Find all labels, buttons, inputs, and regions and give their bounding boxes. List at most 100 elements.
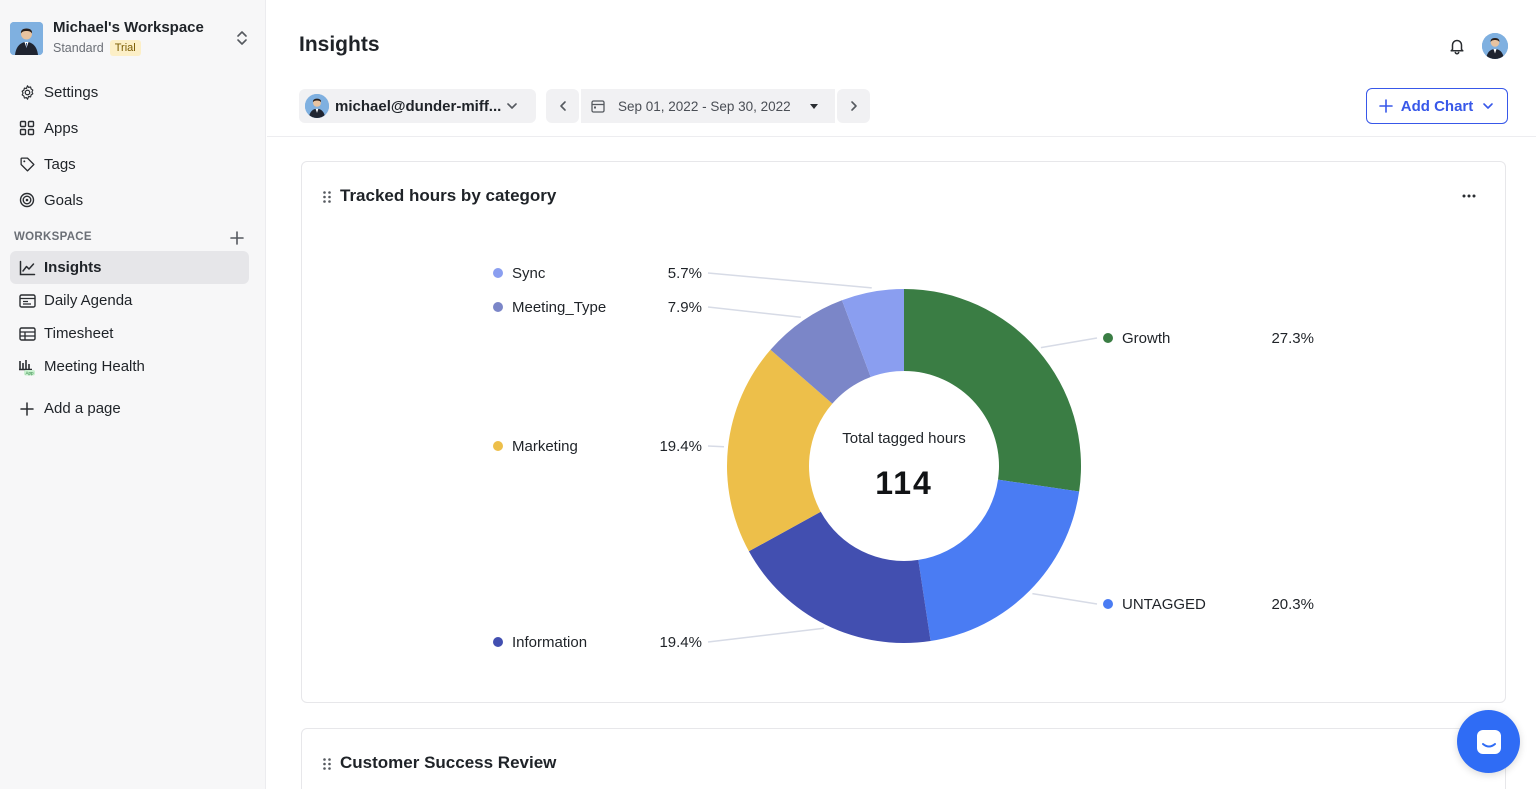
add-page-button[interactable]: Add a page [10, 392, 249, 425]
leader-line [707, 445, 725, 448]
legend-label: UNTAGGED [1122, 596, 1206, 613]
data-label: 27.3% [1271, 330, 1314, 347]
leader-line [707, 627, 824, 643]
sidebar-item-insights[interactable]: Insights [10, 251, 249, 284]
donut-center-value: 114 [875, 465, 933, 501]
donut-slice-marketing[interactable] [727, 349, 833, 552]
leader-line [1040, 337, 1098, 349]
grid-icon [18, 119, 36, 137]
bar-chart-app-icon: App [18, 358, 36, 376]
data-label: 19.4% [659, 438, 702, 455]
user-filter-email: michael@dunder-miff... [335, 97, 502, 115]
sidebar-item-label: Settings [44, 83, 99, 101]
legend-dot [1103, 599, 1113, 609]
user-filter-avatar [305, 94, 329, 118]
calendar-icon [591, 100, 605, 113]
toolbar-divider [267, 136, 1536, 137]
sidebar-workspace-nav: Insights Daily Agenda Timesheet App Meet… [10, 251, 249, 383]
donut-center-label: Total tagged hours [842, 430, 965, 447]
date-range-control: Sep 01, 2022 - Sep 30, 2022 [546, 89, 870, 123]
main-content: Insights michael@dunder-miff.. [267, 0, 1536, 789]
leader-line [707, 272, 872, 289]
add-chart-label: Add Chart [1400, 97, 1474, 115]
leader-line [707, 306, 801, 319]
sidebar-item-label: Meeting Health [44, 358, 145, 375]
bell-icon[interactable] [1448, 37, 1466, 55]
previous-period-button[interactable] [546, 89, 579, 123]
workspace-section-label: WORKSPACE [14, 231, 92, 243]
donut-slice-untagged[interactable] [918, 479, 1080, 641]
next-period-button[interactable] [837, 89, 870, 123]
table-icon [18, 325, 36, 343]
add-page-label: Add a page [44, 400, 121, 417]
chat-icon [1476, 729, 1501, 754]
sidebar-item-label: Daily Agenda [44, 292, 133, 309]
legend-dot [493, 637, 503, 647]
drag-handle-icon[interactable] [322, 757, 332, 771]
gear-icon [18, 83, 36, 101]
chevron-left-icon [559, 101, 566, 111]
trial-badge: Trial [109, 40, 141, 56]
data-label: 20.3% [1271, 596, 1314, 613]
donut-slice-growth[interactable] [904, 289, 1081, 492]
sidebar-item-settings[interactable]: Settings [10, 74, 249, 110]
donut-chart: Growth 27.3% UNTAGGED 20.3% Information 19.4%… [493, 265, 1314, 651]
chart-line-icon [18, 259, 36, 277]
user-filter-select[interactable]: michael@dunder-miff... [299, 89, 536, 123]
sidebar-item-label: Apps [44, 119, 79, 137]
page-title: Insights [299, 33, 380, 56]
add-page-item[interactable]: Add a page [10, 392, 249, 425]
workspace-name: Michael's Workspace [53, 19, 204, 36]
data-label: 19.4% [659, 634, 702, 651]
chart-title: Tracked hours by category [340, 186, 557, 205]
plus-icon [18, 400, 36, 418]
sidebar-item-label: Timesheet [44, 325, 114, 342]
sidebar-item-label: Tags [44, 155, 76, 173]
target-icon [18, 191, 36, 209]
tag-icon [18, 155, 36, 173]
legend-dot [1103, 333, 1113, 343]
legend-label: Growth [1122, 330, 1170, 347]
chevron-up-down-icon[interactable] [234, 28, 250, 48]
donut-slice-sync[interactable] [841, 289, 904, 378]
data-label: 5.7% [668, 265, 702, 282]
data-label: 7.9% [668, 299, 702, 316]
legend-label: Information [512, 634, 587, 651]
sidebar-item-label: Goals [44, 191, 84, 209]
workspace-switcher[interactable]: Michael's Workspace Standard Trial [10, 18, 256, 58]
sidebar-item-tags[interactable]: Tags [10, 146, 249, 182]
date-range-picker[interactable]: Sep 01, 2022 - Sep 30, 2022 [581, 89, 835, 123]
sidebar-item-meeting-health[interactable]: App Meeting Health [10, 350, 249, 383]
sidebar-item-daily-agenda[interactable]: Daily Agenda [10, 284, 249, 317]
legend-label: Sync [512, 265, 546, 282]
chevron-down-icon [507, 103, 517, 109]
legend-dot [493, 441, 503, 451]
chevron-down-icon [1483, 103, 1494, 109]
chart-title: Customer Success Review [340, 753, 557, 772]
toolbar: michael@dunder-miff... Sep 01, 2022 - Se… [299, 89, 870, 123]
user-avatar[interactable] [1482, 33, 1508, 59]
caret-down-icon [809, 104, 818, 109]
drag-handle-icon[interactable] [322, 190, 332, 204]
add-workspace-page-plus-icon[interactable] [228, 229, 246, 247]
workspace-avatar [10, 21, 43, 55]
sidebar-item-goals[interactable]: Goals [10, 182, 249, 218]
chevron-right-icon [850, 101, 857, 111]
sidebar-item-apps[interactable]: Apps [10, 110, 249, 146]
leader-line [1032, 592, 1098, 605]
sidebar: Michael's Workspace Standard Trial Setti… [0, 0, 266, 789]
donut-slice-information[interactable] [748, 511, 931, 643]
more-options-icon[interactable] [1458, 186, 1480, 206]
chat-support-button[interactable] [1457, 710, 1520, 773]
donut-slice-meeting-type[interactable] [770, 300, 871, 404]
plan-label: Standard [53, 41, 104, 55]
legend-dot [493, 268, 503, 278]
add-chart-button[interactable]: Add Chart [1366, 88, 1508, 124]
sidebar-top-nav: Settings Apps Tags Goals [10, 74, 249, 218]
workspace-plan: Standard Trial [53, 39, 204, 57]
legend-label: Meeting_Type [512, 299, 606, 316]
date-range-text: Sep 01, 2022 - Sep 30, 2022 [618, 98, 791, 114]
sidebar-item-timesheet[interactable]: Timesheet [10, 317, 249, 350]
legend-dot [493, 302, 503, 312]
chart-card-customer-success: Customer Success Review [301, 728, 1506, 789]
